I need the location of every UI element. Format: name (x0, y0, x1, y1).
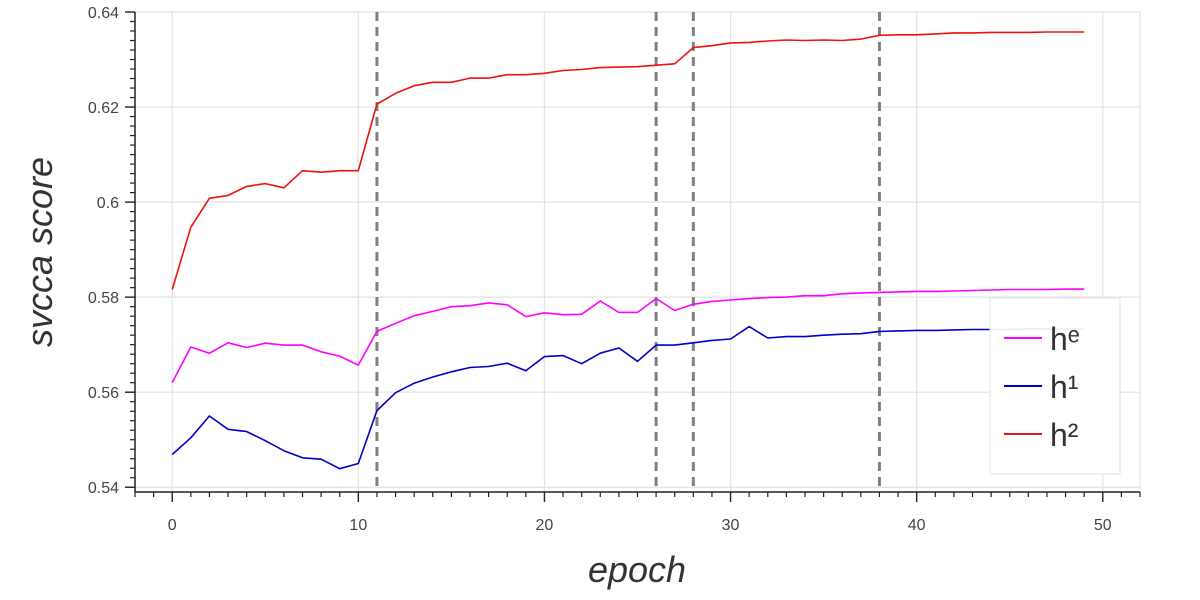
series-line (171, 31, 1085, 290)
grid-lines (135, 11, 1141, 492)
y-tick-label: 0.6 (97, 195, 119, 212)
x-tick-label: 50 (1094, 517, 1112, 534)
y-tick-label: 0.64 (88, 5, 119, 22)
legend-label: h² (1050, 417, 1079, 453)
x-axis-title: epoch (588, 549, 686, 590)
x-tick-label: 10 (349, 517, 367, 534)
y-tick-label: 0.54 (88, 480, 119, 497)
y-axis-title: svcca score (19, 157, 60, 347)
series-line (171, 288, 1085, 384)
x-tick-label: 30 (722, 517, 740, 534)
y-tick-label: 0.56 (88, 385, 119, 402)
y-tick-label: 0.62 (88, 100, 119, 117)
legend-label: hᵉ (1050, 321, 1080, 357)
x-tick-label: 40 (908, 517, 926, 534)
data-series (171, 31, 1085, 470)
series-line (171, 325, 1085, 470)
vertical-marker-lines (375, 12, 881, 492)
y-tick-label: 0.58 (88, 290, 119, 307)
x-tick-label: 20 (536, 517, 554, 534)
legend-label: h¹ (1050, 369, 1078, 405)
x-tick-label: 0 (168, 517, 177, 534)
axes: 0 10 20 30 40 50 0.54 0.56 0.58 0.6 0.62 0.64 (88, 5, 1141, 534)
legend: hᵉ h¹ h² (989, 297, 1121, 475)
